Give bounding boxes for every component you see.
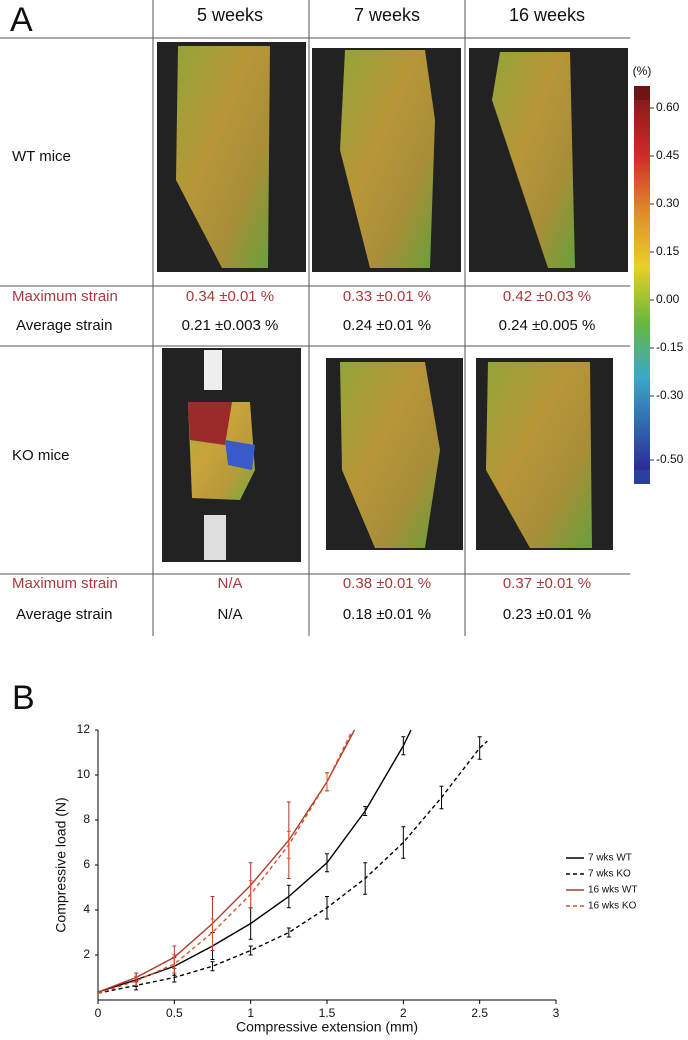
error-bar	[325, 896, 329, 920]
x-tick-label: 0	[95, 1006, 102, 1020]
error-bar	[325, 853, 329, 873]
row-label: Maximum strain	[12, 575, 118, 592]
series-line	[97, 729, 356, 993]
panel-label: A	[10, 1, 33, 39]
colorbar-tick-label: 0.45	[656, 148, 680, 162]
error-bar	[401, 736, 406, 756]
error-bar	[363, 806, 368, 816]
series-line	[97, 740, 488, 994]
cell: 0.42 ±0.03 %	[503, 288, 591, 305]
cell: N/A	[217, 606, 242, 623]
cell: 0.24 ±0.005 %	[499, 317, 596, 334]
legend-label: 7 wks WT	[588, 853, 632, 864]
row-label: Average strain	[16, 606, 112, 623]
x-tick-label: 3	[553, 1006, 560, 1020]
y-tick-label: 4	[83, 902, 90, 916]
error-bar	[286, 830, 291, 859]
legend-label: 16 wks WT	[588, 885, 637, 896]
cell: 0.33 ±0.01 %	[343, 288, 431, 305]
colorbar-cap	[634, 470, 650, 484]
cell: 0.24 ±0.01 %	[343, 317, 431, 334]
x-tick-label: 2.5	[471, 1006, 488, 1020]
error-bar	[210, 918, 215, 947]
panel-label: B	[12, 679, 35, 717]
colorbar-tick-label: 0.60	[656, 100, 680, 114]
y-axis-label: Compressive load (N)	[53, 797, 69, 932]
x-tick-label: 2	[400, 1006, 407, 1020]
error-bar	[286, 884, 291, 909]
colorbar-tick-label: -0.50	[656, 452, 684, 466]
column-header: 16 weeks	[509, 5, 585, 25]
table-lines	[0, 0, 630, 636]
x-tick-label: 0.5	[166, 1006, 183, 1020]
error-bar	[248, 880, 253, 909]
column-header: 5 weeks	[197, 5, 263, 25]
colorbar-cap	[634, 86, 650, 100]
cell: N/A	[217, 575, 242, 592]
y-tick-label: 2	[83, 947, 90, 961]
error-bar	[134, 975, 139, 986]
cell: 0.18 ±0.01 %	[343, 606, 431, 623]
error-bar	[477, 736, 482, 760]
column-header: 7 weeks	[354, 5, 420, 25]
error-bar	[172, 954, 177, 974]
cell: 0.23 ±0.01 %	[503, 606, 591, 623]
y-tick-label: 8	[83, 812, 90, 826]
y-tick-label: 6	[83, 857, 90, 871]
row-label: Maximum strain	[12, 288, 118, 305]
colorbar-tick-label: -0.15	[656, 340, 684, 354]
x-axis-label: Compressive extension (mm)	[236, 1019, 418, 1035]
cell: 0.34 ±0.01 %	[186, 288, 274, 305]
cell: 0.38 ±0.01 %	[343, 575, 431, 592]
colorbar	[634, 100, 650, 470]
y-tick-label: 12	[77, 722, 91, 736]
row-label: Average strain	[16, 317, 112, 334]
colorbar-tick-label: 0.15	[656, 244, 680, 258]
error-bar	[363, 862, 368, 895]
error-bar	[248, 907, 253, 940]
strain-maps	[157, 42, 628, 562]
legend-label: 7 wks KO	[588, 869, 631, 880]
error-bar	[286, 927, 291, 938]
x-tick-label: 1	[247, 1006, 254, 1020]
cell: 0.37 ±0.01 %	[503, 575, 591, 592]
series-line	[97, 731, 353, 994]
row-label: WT mice	[12, 148, 71, 165]
error-bar	[210, 961, 215, 972]
x-tick-label: 1.5	[319, 1006, 336, 1020]
error-bar	[248, 945, 253, 956]
colorbar-tick-label: 0.30	[656, 196, 680, 210]
colorbar-tick-label: -0.30	[656, 388, 684, 402]
error-bar	[325, 772, 329, 792]
colorbar-tick-label: 0.00	[656, 292, 680, 306]
error-bar	[439, 785, 444, 810]
y-tick-label: 10	[77, 767, 91, 781]
cell: 0.21 ±0.003 %	[182, 317, 279, 334]
colorbar-unit: (%)	[633, 64, 652, 78]
error-bar	[401, 826, 406, 859]
row-label: KO mice	[12, 447, 70, 464]
series-line	[97, 729, 412, 993]
legend-label: 16 wks KO	[588, 901, 637, 912]
